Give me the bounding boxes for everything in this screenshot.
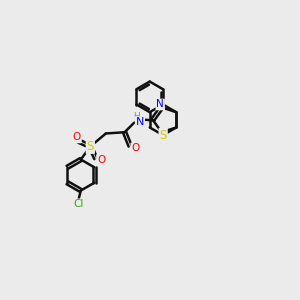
Text: O: O (73, 133, 81, 142)
Text: O: O (97, 155, 105, 165)
Text: Cl: Cl (73, 199, 84, 209)
Text: N: N (136, 117, 144, 127)
Text: S: S (160, 129, 167, 142)
Text: H: H (133, 112, 140, 121)
Text: N: N (156, 100, 164, 110)
Text: O: O (131, 143, 140, 153)
Text: S: S (87, 140, 94, 153)
